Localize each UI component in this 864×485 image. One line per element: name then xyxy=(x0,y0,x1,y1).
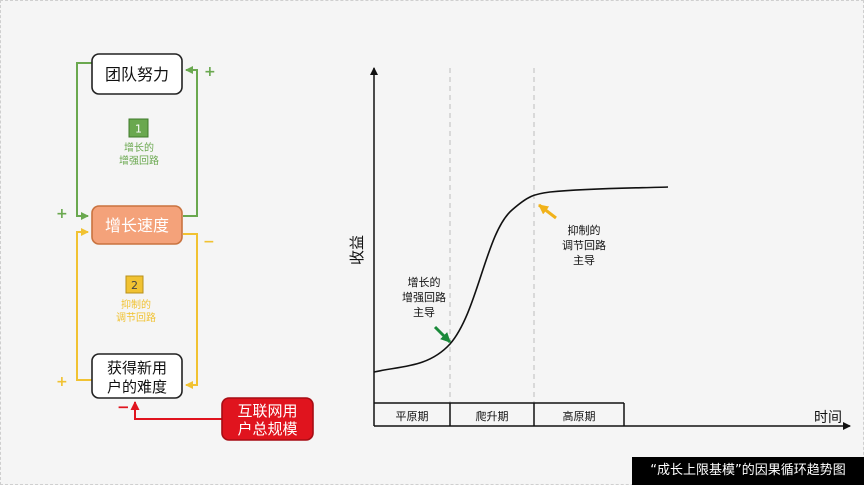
phase-label-plateau: 高原期 xyxy=(563,409,596,423)
annotation-limit-1: 抑制的 xyxy=(568,223,601,237)
y-axis-label: 收益 xyxy=(348,235,366,265)
reinforcing-loop: + + 1 增长的 增强回路 xyxy=(56,62,216,222)
reinforcing-loop-label-1: 增长的 xyxy=(124,141,154,154)
arrow-speed-to-team xyxy=(183,66,198,217)
node-market-total: 互联网用 户总规模 xyxy=(221,397,314,441)
node-acquire-difficulty-label-1: 获得新用 xyxy=(107,359,167,377)
arrow-team-to-speed xyxy=(76,62,92,220)
annotation-growth-2: 增强回路 xyxy=(402,290,446,304)
balancing-loop-number-box xyxy=(125,275,144,294)
sign-difficulty-to-speed: + xyxy=(56,374,68,390)
annotation-growth-arrow xyxy=(433,325,452,344)
phase-label-climb: 爬升期 xyxy=(476,410,509,423)
reinforcing-loop-number-box xyxy=(128,118,149,138)
market-link: − xyxy=(117,398,222,420)
node-team-effort: 团队努力 xyxy=(91,53,183,95)
arrow-market-to-difficulty xyxy=(130,401,222,420)
node-market-total-label-2: 户总规模 xyxy=(237,420,297,438)
annotation-limit-3: 主导 xyxy=(573,254,595,267)
node-acquire-difficulty: 获得新用 户的难度 xyxy=(91,353,183,399)
s-curve xyxy=(373,186,669,373)
node-growth-speed-label: 增长速度 xyxy=(105,216,169,235)
annotation-limit-arrow xyxy=(538,203,557,220)
annotation-growth-3: 主导 xyxy=(413,306,435,319)
phase-label-plain: 平原期 xyxy=(396,410,429,423)
balancing-loop-label-1: 抑制的 xyxy=(121,298,151,311)
balancing-loop-label-2: 调节回路 xyxy=(116,311,156,324)
x-axis-label: 时间 xyxy=(814,410,842,426)
trend-chart: 收益 时间 平原期 爬升期 高原期 增长的 增强回路 主导 抑制的 调节回路 主… xyxy=(348,67,851,430)
balancing-loop: − + 2 抑制的 调节回路 xyxy=(56,228,215,390)
arrow-difficulty-to-speed xyxy=(76,228,92,381)
node-team-effort-label: 团队努力 xyxy=(105,65,169,84)
sign-team-to-speed: + xyxy=(56,206,68,222)
node-market-total-label-1: 互联网用 xyxy=(237,402,297,420)
sign-market-to-difficulty: − xyxy=(117,398,130,416)
sign-speed-to-team: + xyxy=(204,64,216,80)
caption-bar: “成长上限基模”的因果循环趋势图 xyxy=(632,457,864,485)
arrow-speed-to-difficulty xyxy=(183,233,198,389)
annotation-growth-1: 增长的 xyxy=(408,275,441,289)
node-acquire-difficulty-label-2: 户的难度 xyxy=(107,378,167,396)
balancing-loop-number: 2 xyxy=(131,279,138,292)
annotation-limit-2: 调节回路 xyxy=(562,239,606,252)
sign-speed-to-difficulty: − xyxy=(203,234,215,250)
reinforcing-loop-number: 1 xyxy=(135,123,142,136)
node-growth-speed: 增长速度 xyxy=(91,205,183,245)
reinforcing-loop-label-2: 增强回路 xyxy=(119,154,159,167)
